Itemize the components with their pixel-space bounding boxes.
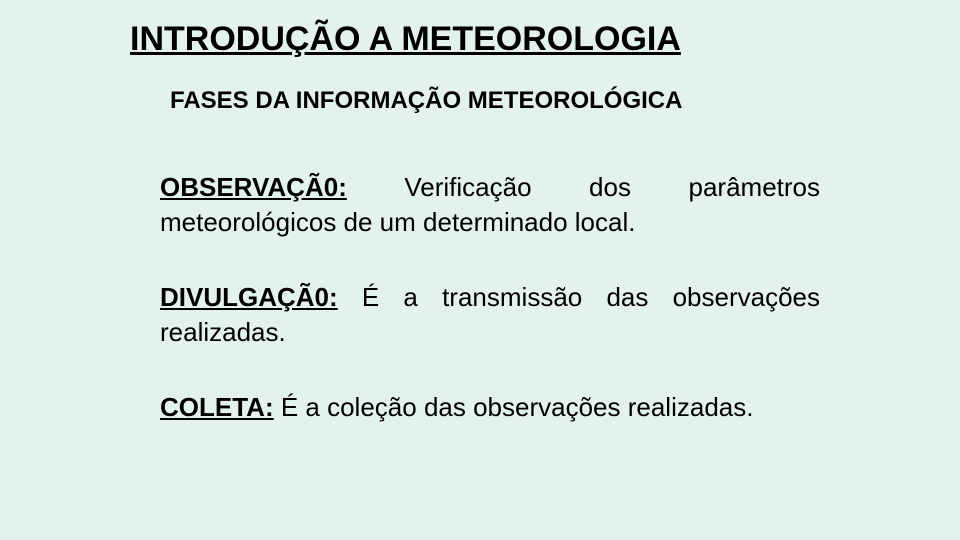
term-observacao: OBSERVAÇÃ0:	[160, 172, 347, 202]
definition-coleta: COLETA: É a coleção das observações real…	[160, 390, 820, 425]
term-divulgacao: DIVULGAÇÃ0:	[160, 282, 338, 312]
body-coleta: É a coleção das observações realizadas.	[274, 392, 754, 422]
term-coleta: COLETA:	[160, 392, 274, 422]
subtitle: FASES DA INFORMAÇÃO METEOROLÓGICA	[170, 87, 830, 115]
definition-observacao: OBSERVAÇÃ0: Verificação dos parâmetros m…	[160, 170, 820, 240]
definition-divulgacao: DIVULGAÇÃ0: É a transmissão das observaç…	[160, 280, 820, 350]
slide-content: INTRODUÇÃO A METEOROLOGIA FASES DA INFOR…	[130, 20, 830, 425]
main-title: INTRODUÇÃO A METEOROLOGIA	[130, 20, 830, 59]
